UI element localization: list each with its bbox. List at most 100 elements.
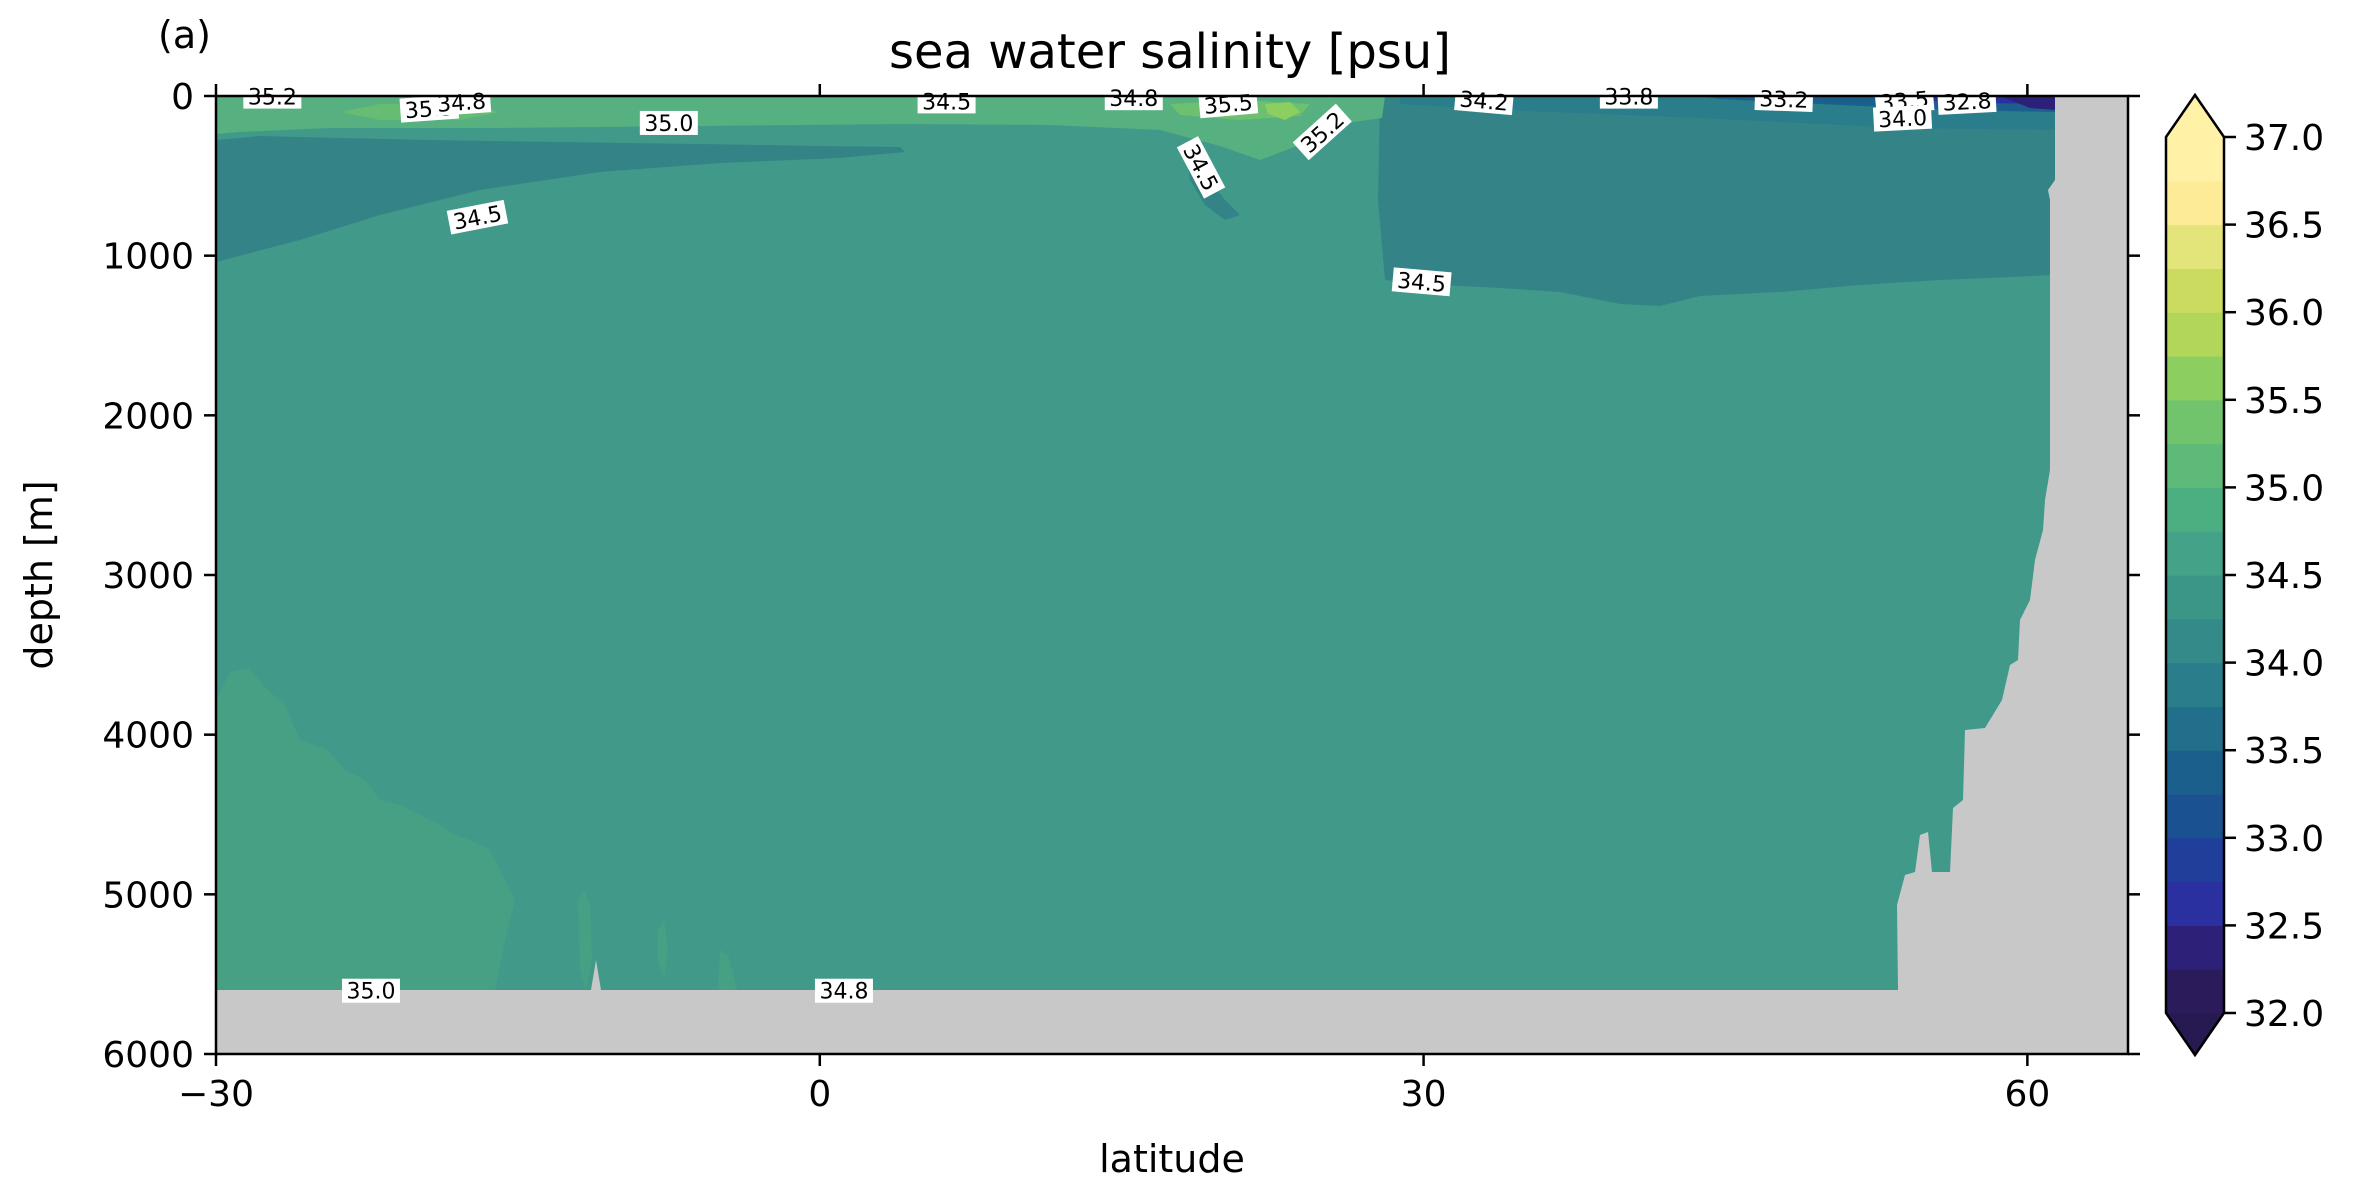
contour-label: 35.5: [1198, 89, 1259, 120]
colorbar-segment: [2166, 531, 2224, 576]
contour-label: 35.0: [639, 110, 698, 137]
colorbar-segment: [2166, 575, 2224, 620]
colorbar-segment: [2166, 618, 2224, 664]
colorbar-segment: [2166, 837, 2224, 883]
contour-label-box: [1292, 103, 1352, 161]
contour-label-text: 34.5: [922, 90, 971, 115]
panel-label: (a): [158, 13, 211, 57]
colorbar-segment: [2166, 706, 2224, 751]
contour-label-text: 34.8: [436, 90, 487, 118]
colorbar-tick-label: 33.0: [2244, 819, 2324, 860]
contour-label-text: 33.8: [1604, 86, 1653, 111]
colorbar-segment: [2166, 750, 2224, 795]
x-tick-label: −30: [178, 1074, 254, 1115]
colorbar-segment: [2166, 137, 2224, 182]
colorbar-tick-label: 34.0: [2244, 644, 2324, 685]
colorbar-segment: [2166, 224, 2224, 269]
contour-label-text: 33.2: [1759, 87, 1809, 114]
contour-label-box: [1176, 136, 1226, 199]
colorbar-tick-label: 32.0: [2244, 994, 2324, 1035]
contour-label-text: 34.8: [819, 980, 868, 1005]
colorbar-segment: [2166, 794, 2224, 839]
deep-water-streak: [578, 890, 592, 990]
colorbar-segment: [2166, 312, 2224, 357]
contour-label-box: [1937, 87, 1997, 115]
contour-label-text: 34.2: [1458, 87, 1509, 116]
colorbar-tick-label: 37.0: [2244, 118, 2324, 159]
contour-label-box: [814, 978, 873, 1003]
colorbar-segment: [2166, 662, 2224, 707]
contour-label-box: [1754, 85, 1814, 112]
contour-label-box: [639, 110, 698, 135]
surface-salinity-maximum: [1265, 102, 1300, 120]
contour-label: 33.2: [1754, 85, 1814, 114]
contour-label: 34.5: [917, 89, 976, 115]
colorbar-tick-label: 36.0: [2244, 293, 2324, 334]
surface-salinity-band: [216, 96, 1385, 160]
y-tick-label: 0: [171, 77, 194, 118]
contour-label-text: 35.2: [248, 86, 297, 111]
contour-label: 34.8: [431, 88, 492, 118]
contour-label-text: 32.8: [1942, 89, 1992, 117]
colorbar-extend-max: [2166, 95, 2224, 137]
contour-label: 34.0: [1872, 104, 1933, 134]
deep-water-streak: [658, 920, 668, 980]
contour-label-box: [917, 89, 976, 114]
colorbar-segment: [2166, 268, 2224, 313]
seafloor: [216, 990, 2128, 1054]
northern-continent: [1897, 96, 2128, 1054]
contour-label: 34.8: [1104, 86, 1163, 112]
contour-label-box: [341, 978, 400, 1003]
y-tick-label: 6000: [102, 1035, 194, 1076]
colorbar-tick-label: 33.5: [2244, 731, 2324, 772]
contour-label: 34.8: [814, 978, 873, 1005]
contour-label-box: [1872, 104, 1933, 132]
contour-label: 34.5: [1391, 267, 1452, 298]
contour-label-box: [1104, 86, 1163, 111]
x-axis-label: latitude: [1099, 1137, 1245, 1181]
colorbar-segment: [2166, 180, 2224, 226]
chart-title: sea water salinity [psu]: [889, 24, 1451, 80]
contour-label: 33.8: [1599, 84, 1658, 111]
seamount: [591, 960, 601, 990]
contour-label-box: [446, 199, 509, 235]
colorbar-tick-label: 34.5: [2244, 556, 2324, 597]
plot-area: 35.2 35.534.835.034.534.5 34.8 35.534.535.2…: [216, 84, 2128, 1054]
contour-label-text: 34.5: [1396, 269, 1447, 298]
contour-labels: 35.2 35.534.835.034.534.5 34.8 35.534.535.2…: [243, 84, 1997, 1005]
colorbar-extend-min: [2166, 1013, 2224, 1055]
contour-label-text: 35.0: [346, 980, 395, 1005]
contour-label: 35.0: [341, 978, 400, 1005]
intermediate-water-north: [1378, 96, 2055, 306]
x-axis: −30 0 30 60: [178, 84, 2050, 1115]
land-mask: [216, 96, 2128, 1054]
contour-label: 35.2: [243, 84, 302, 111]
y-axis-label: depth [m]: [17, 480, 61, 669]
x-tick-label: 30: [1401, 1074, 1447, 1115]
y-tick-label: 5000: [102, 875, 194, 916]
colorbar-tick-label: 35.5: [2244, 381, 2324, 422]
colorbar-tick-label: 36.5: [2244, 206, 2324, 247]
colorbar-segment: [2166, 925, 2224, 970]
y-tick-label: 3000: [102, 556, 194, 597]
intermediate-water-south: [216, 136, 905, 262]
colorbar-segment: [2166, 969, 2224, 1014]
colorbar-segment: [2166, 881, 2224, 926]
contour-label-text: 35.0: [644, 112, 693, 137]
colorbar-segment: [2166, 356, 2224, 401]
y-tick-label: 1000: [102, 237, 194, 278]
x-tick-label: 0: [808, 1074, 831, 1115]
contour-label: 34.2: [1454, 86, 1514, 117]
contour-label-box: [1391, 267, 1452, 297]
x-tick-label: 60: [2004, 1074, 2050, 1115]
contour-label-text: 34.0: [1877, 106, 1927, 134]
contour-label-box: [1454, 86, 1514, 116]
colorbar-segment: [2166, 399, 2224, 445]
y-tick-label: 4000: [102, 716, 194, 757]
colorbar: 32.0 32.5 33.0 33.5 34.0 34.5 35.0 35.5 36.0 36.5…: [2164, 92, 2324, 1058]
south-deep-water-patch: [216, 668, 515, 1054]
contour-label: 32.8: [1937, 87, 1997, 117]
subpolar-fresh-surface: [2000, 96, 2055, 110]
colorbar-tick-label: 32.5: [2244, 906, 2324, 947]
